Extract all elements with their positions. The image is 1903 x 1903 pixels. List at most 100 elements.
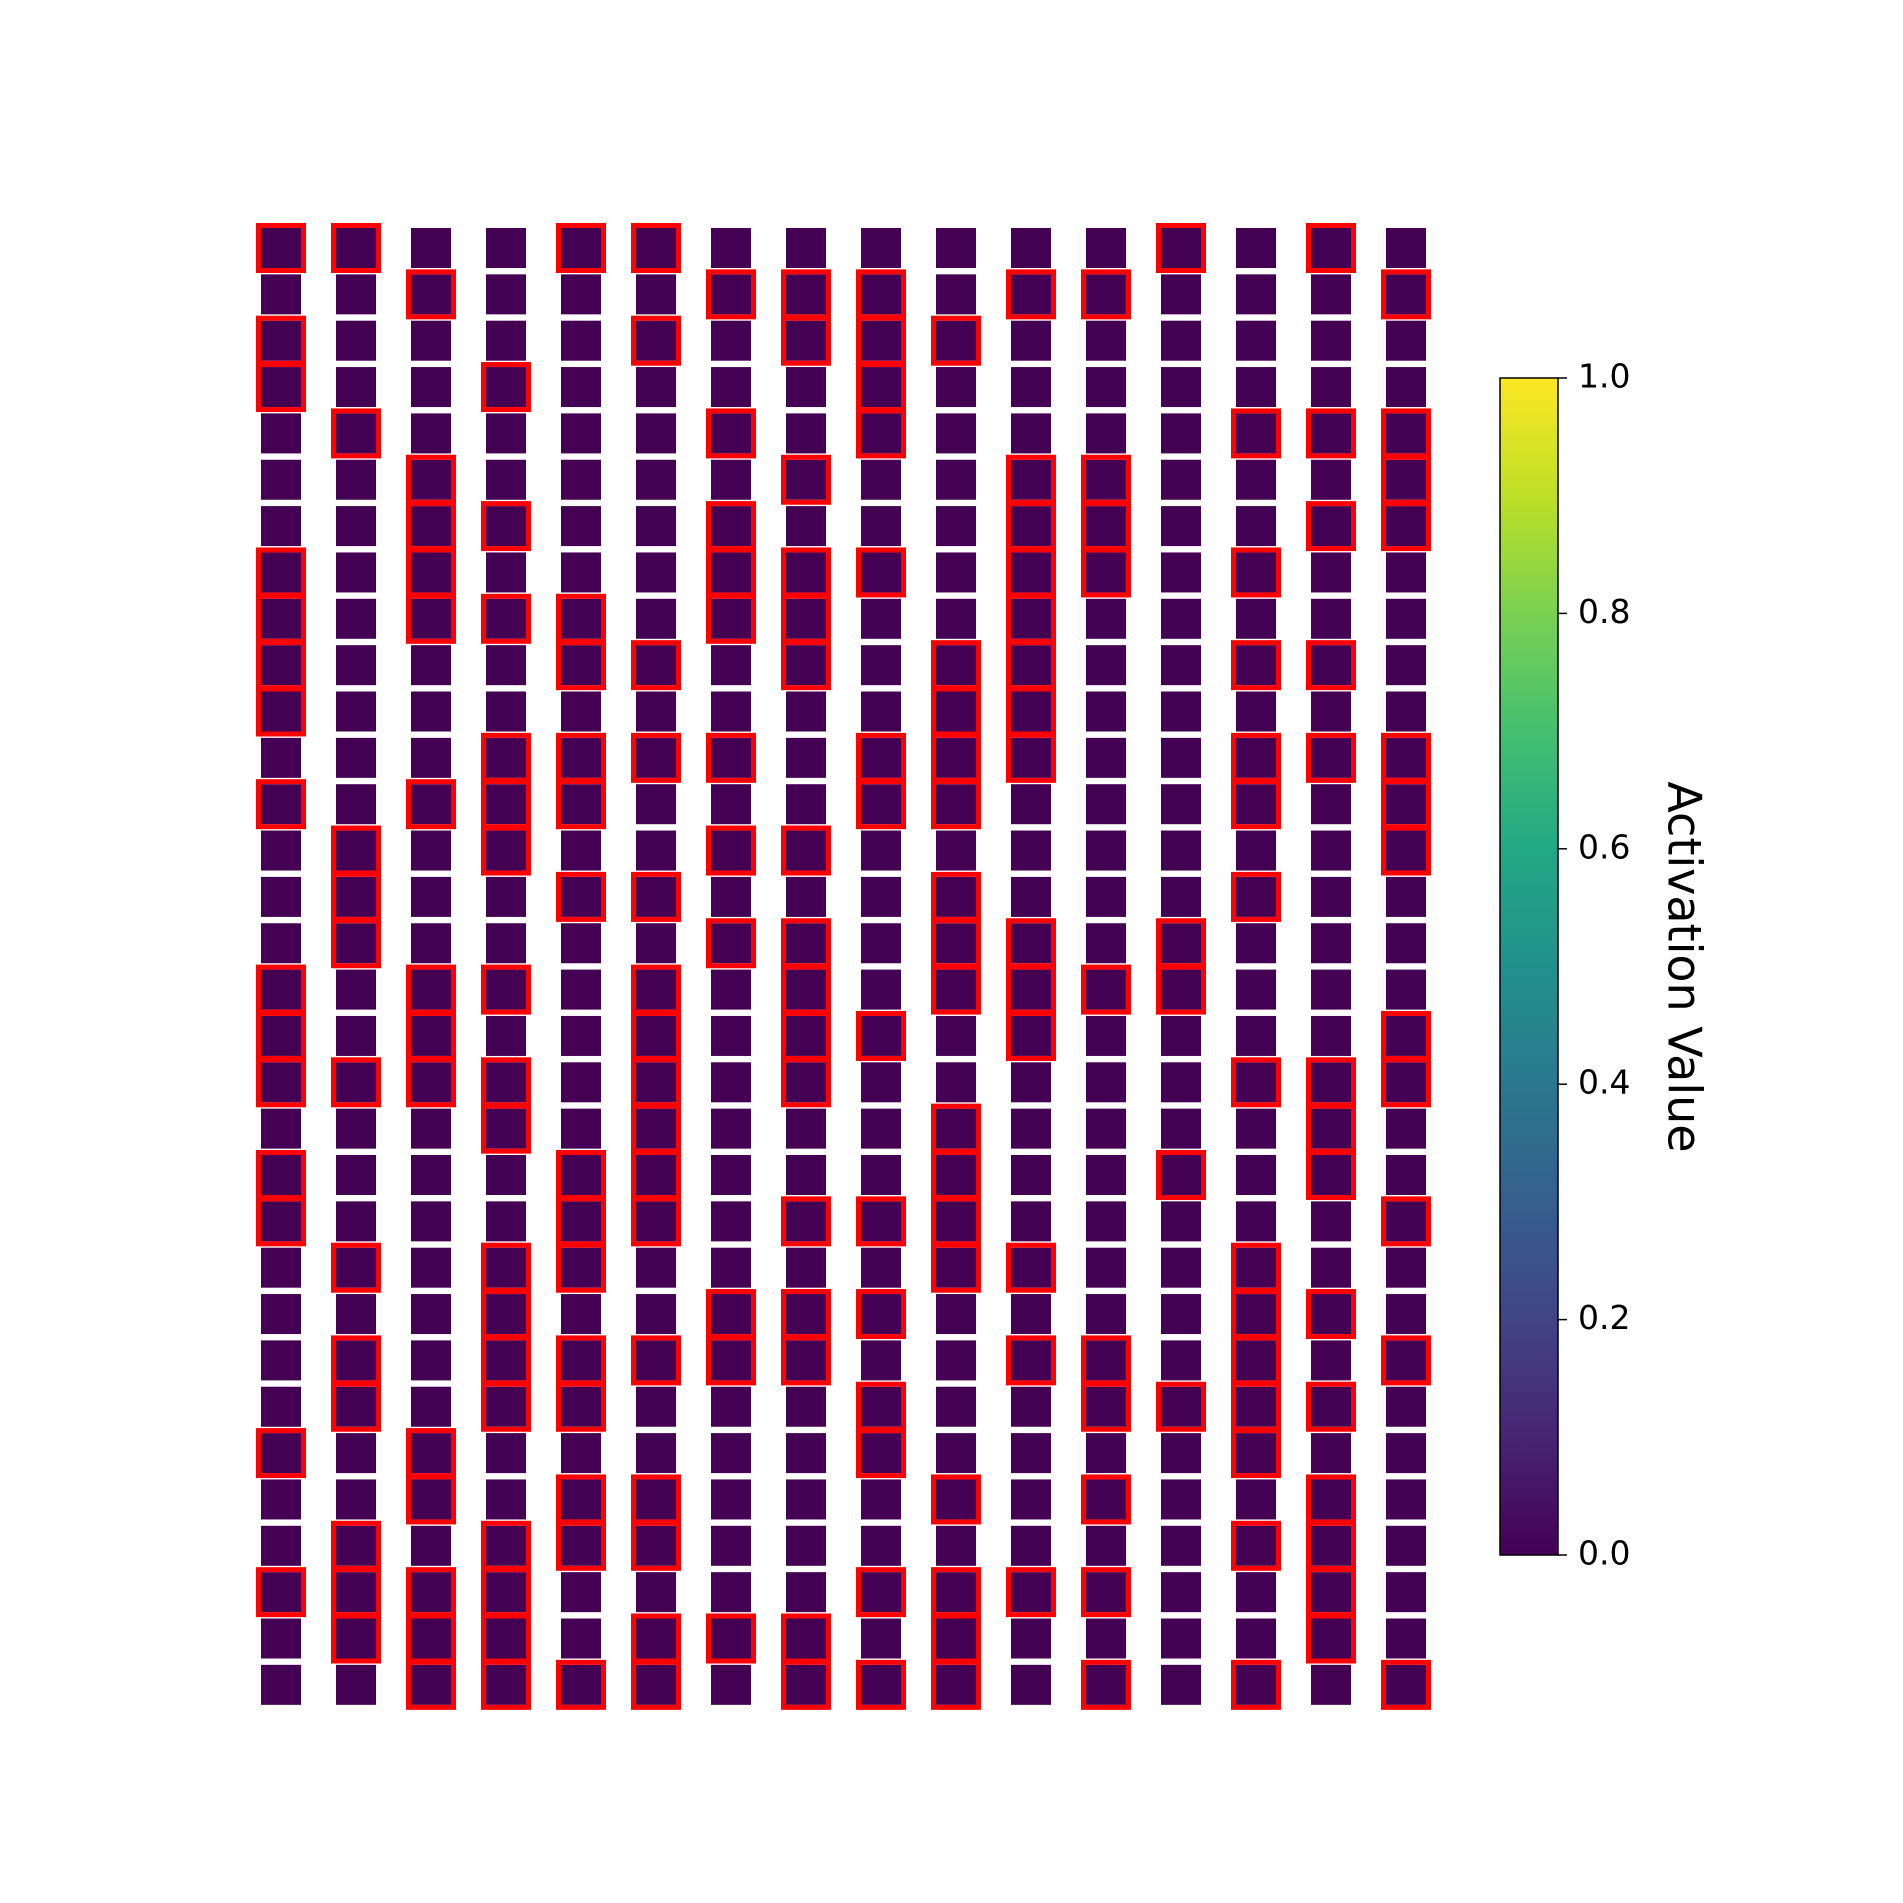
- highlight-frame: [931, 1659, 981, 1710]
- activation-tile: [1011, 1108, 1051, 1149]
- activation-tile: [1311, 228, 1351, 268]
- activation-tile: [1161, 691, 1201, 732]
- activation-tile: [486, 1664, 526, 1705]
- activation-tile: [711, 1247, 751, 1288]
- highlight-frame: [1306, 501, 1356, 552]
- activation-tile: [1386, 552, 1426, 593]
- activation-tile: [636, 1155, 676, 1195]
- highlight-frame: [931, 1242, 981, 1293]
- highlight-frame: [481, 1103, 531, 1154]
- activation-tile: [336, 552, 376, 593]
- activation-tile: [711, 691, 751, 732]
- activation-tile: [261, 876, 301, 917]
- highlight-frame: [781, 1057, 831, 1108]
- activation-tile: [261, 1201, 301, 1242]
- activation-tile: [1236, 1479, 1276, 1520]
- activation-tile: [636, 459, 676, 500]
- activation-tile: [336, 1340, 376, 1381]
- activation-tile: [786, 737, 826, 778]
- activation-tile: [936, 228, 976, 268]
- activation-tile: [711, 1340, 751, 1381]
- highlight-frame: [256, 686, 306, 737]
- activation-tile: [1161, 1015, 1201, 1056]
- activation-tile: [486, 459, 526, 500]
- activation-tile: [1086, 737, 1126, 778]
- activation-tile: [486, 1572, 526, 1613]
- activation-tile: [411, 969, 451, 1010]
- activation-tile: [861, 1015, 901, 1056]
- activation-tile: [261, 923, 301, 964]
- highlight-frame: [856, 1567, 906, 1618]
- activation-tile: [936, 1525, 976, 1566]
- activation-tile: [1011, 1247, 1051, 1288]
- activation-tile: [786, 1386, 826, 1427]
- activation-tile: [936, 784, 976, 825]
- activation-tile: [561, 1618, 601, 1659]
- activation-tile: [411, 598, 451, 639]
- activation-tile: [561, 1386, 601, 1427]
- activation-tile: [1161, 413, 1201, 454]
- activation-tile: [936, 274, 976, 315]
- activation-tile: [1236, 969, 1276, 1010]
- activation-tile: [861, 645, 901, 686]
- activation-tile: [1011, 784, 1051, 825]
- activation-tile: [1086, 1201, 1126, 1242]
- activation-tile: [1086, 1386, 1126, 1427]
- highlight-frame: [1306, 732, 1356, 783]
- activation-tile: [1386, 598, 1426, 639]
- activation-tile: [1311, 784, 1351, 825]
- activation-tile: [486, 1479, 526, 1520]
- activation-tile: [786, 228, 826, 268]
- activation-tile: [636, 1479, 676, 1520]
- activation-tile: [1311, 691, 1351, 732]
- activation-tile: [261, 228, 301, 268]
- activation-tile: [1236, 1155, 1276, 1195]
- activation-tile: [1236, 1015, 1276, 1056]
- activation-tile: [1236, 367, 1276, 408]
- activation-tile: [1086, 830, 1126, 871]
- activation-tile: [1161, 367, 1201, 408]
- highlight-frame: [556, 779, 606, 830]
- highlight-frame: [1231, 871, 1281, 922]
- activation-tile: [861, 1247, 901, 1288]
- activation-tile: [411, 506, 451, 547]
- activation-tile: [561, 552, 601, 593]
- activation-tile: [711, 830, 751, 871]
- activation-tile: [486, 320, 526, 361]
- activation-tile: [936, 830, 976, 871]
- activation-tile: [936, 645, 976, 686]
- activation-tile: [1311, 274, 1351, 315]
- activation-tile: [561, 320, 601, 361]
- activation-tile: [1086, 1572, 1126, 1613]
- activation-tile: [1161, 784, 1201, 825]
- activation-tile: [336, 320, 376, 361]
- highlight-frame: [856, 1289, 906, 1340]
- highlight-frame: [781, 1196, 831, 1247]
- activation-tile: [261, 1062, 301, 1103]
- activation-tile: [486, 876, 526, 917]
- activation-tile: [711, 413, 751, 454]
- activation-tile: [1386, 1294, 1426, 1335]
- activation-tile: [1236, 228, 1276, 268]
- activation-tile: [711, 1062, 751, 1103]
- activation-tile: [261, 598, 301, 639]
- activation-tile: [1311, 1247, 1351, 1288]
- activation-tile: [636, 1433, 676, 1474]
- activation-tile: [1386, 923, 1426, 964]
- activation-tile: [861, 598, 901, 639]
- highlight-frame: [1006, 1335, 1056, 1386]
- activation-tile: [861, 1525, 901, 1566]
- activation-tile: [1161, 645, 1201, 686]
- activation-tile: [486, 598, 526, 639]
- activation-tile: [711, 1525, 751, 1566]
- activation-tile: [486, 1433, 526, 1474]
- activation-tile: [1236, 1062, 1276, 1103]
- activation-tile: [486, 506, 526, 547]
- activation-tile: [336, 691, 376, 732]
- activation-tile: [1386, 1201, 1426, 1242]
- activation-tile: [411, 1155, 451, 1195]
- activation-tile: [486, 1155, 526, 1195]
- activation-tile: [336, 1572, 376, 1613]
- activation-tile: [261, 367, 301, 408]
- highlight-frame: [406, 1057, 456, 1108]
